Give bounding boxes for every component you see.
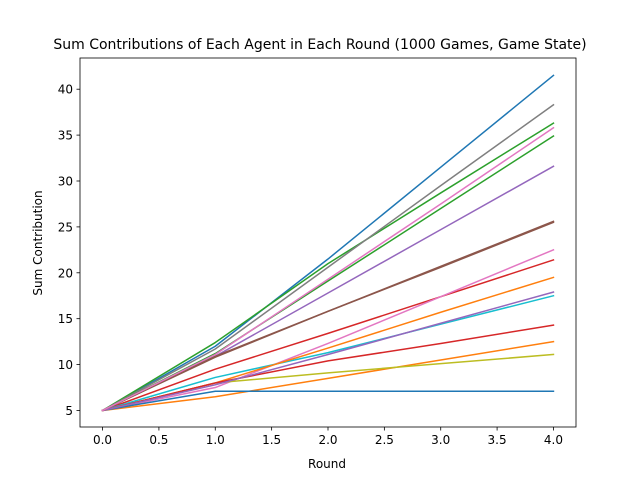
y-tick-label: 5: [65, 404, 73, 418]
y-tick-label: 10: [58, 358, 73, 372]
series-line-15: [101, 291, 555, 412]
x-tick-label: 3.5: [488, 433, 507, 447]
x-tick-label: 4.0: [544, 433, 563, 447]
series-line-14: [101, 324, 555, 412]
y-tick-label: 25: [58, 220, 73, 234]
series-line-4: [101, 258, 555, 412]
x-tick-label: 1.0: [206, 433, 225, 447]
x-tick-label: 2.0: [318, 433, 337, 447]
x-tick-label: 2.5: [375, 433, 394, 447]
y-tick-label: 15: [58, 312, 73, 326]
series-line-17: [101, 126, 555, 412]
x-tick-label: 0.0: [93, 433, 112, 447]
y-tick-label: 20: [58, 266, 73, 280]
series-line-10: [101, 294, 555, 412]
x-tick-label: 1.5: [262, 433, 281, 447]
y-tick-label: 35: [58, 129, 73, 143]
y-axis-ticks: 5 10 15 20 25 30 35 40: [58, 83, 80, 418]
chart-title: Sum Contributions of Each Agent in Each …: [53, 37, 586, 53]
series-line-1: [101, 74, 555, 412]
series-line-8: [101, 103, 555, 412]
series-line-2: [101, 340, 555, 412]
series-lines: [101, 74, 555, 412]
series-line-16: [101, 220, 555, 412]
y-tick-label: 30: [58, 175, 73, 189]
y-axis-label: Sum Contribution: [31, 190, 45, 295]
series-line-11: [101, 390, 555, 412]
x-tick-label: 3.0: [431, 433, 450, 447]
series-line-7: [101, 248, 555, 412]
y-tick-label: 40: [58, 83, 73, 97]
x-tick-label: 0.5: [149, 433, 168, 447]
series-line-3: [101, 122, 555, 412]
x-axis-label: Round: [308, 457, 346, 471]
x-axis-ticks: 0.0 0.5 1.0 1.5 2.0 2.5 3.0 3.5 4.0: [93, 427, 563, 447]
